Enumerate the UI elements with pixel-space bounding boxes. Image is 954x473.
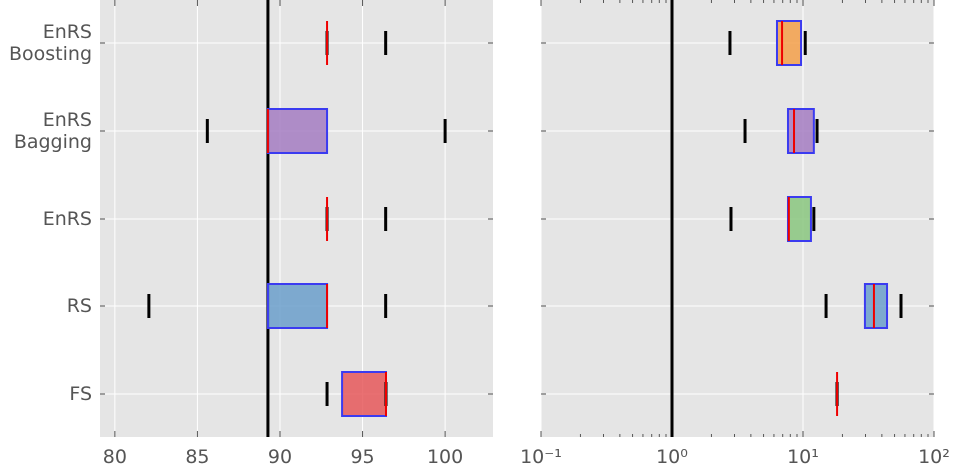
y-tick-label: EnRS Boosting	[8, 21, 92, 65]
y-tick-label: RS	[66, 295, 92, 317]
x-tick-label: 85	[185, 446, 210, 468]
x-tick-label: 80	[102, 446, 127, 468]
box	[341, 371, 387, 417]
box	[266, 283, 329, 329]
box	[863, 283, 889, 329]
x-tick-label: 95	[350, 446, 375, 468]
x-tick-label: 100	[426, 446, 464, 468]
x-tick-label: 10⁰	[656, 446, 688, 468]
box	[266, 108, 329, 154]
x-tick-label: 90	[267, 446, 293, 468]
y-tick-label: EnRS	[42, 208, 92, 230]
y-tick-label: FS	[69, 383, 92, 405]
x-tick-label: 10²	[918, 446, 950, 468]
box	[775, 20, 803, 66]
x-tick-label: 10⁻¹	[520, 446, 562, 468]
box	[786, 108, 815, 154]
y-tick-label: EnRS Bagging	[13, 109, 92, 153]
box	[786, 196, 812, 242]
x-tick-label: 10¹	[787, 446, 819, 468]
